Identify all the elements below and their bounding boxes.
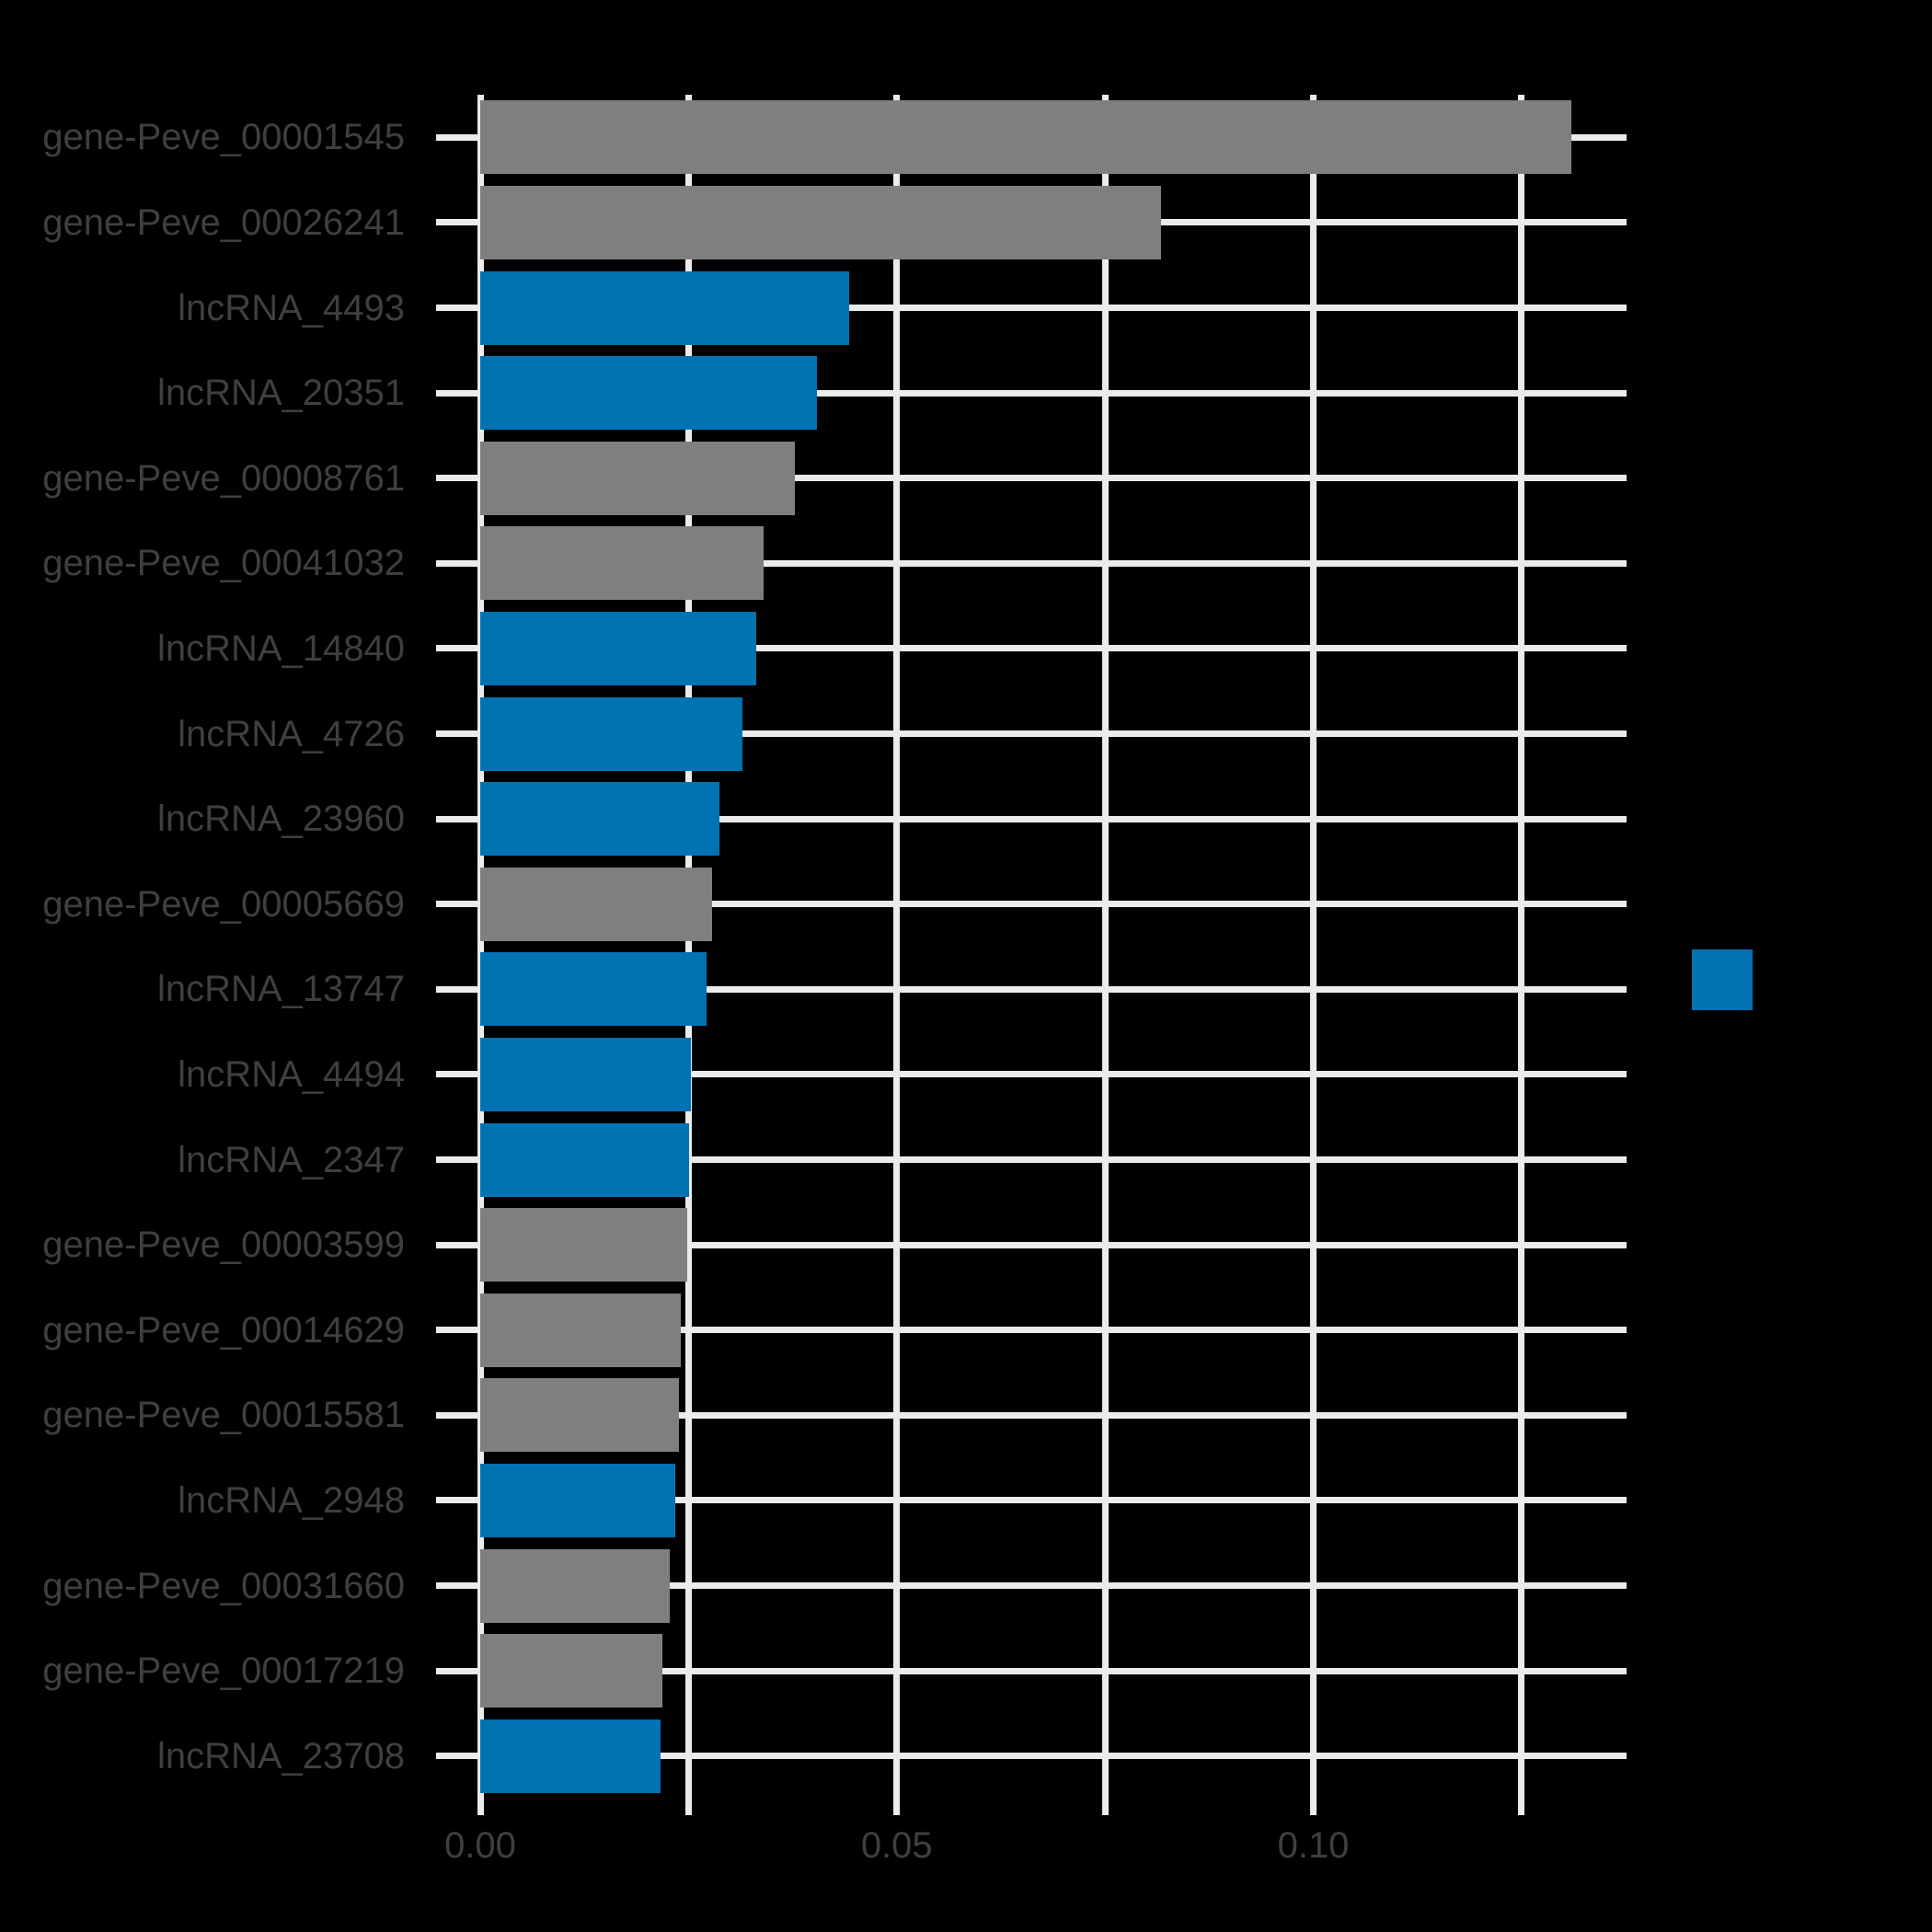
bar-lncRNA_13747: [480, 952, 707, 1027]
x-tick: [477, 1799, 484, 1815]
h-gridline: [480, 1156, 1627, 1163]
h-gridline: [480, 985, 1627, 993]
bar-lncRNA_20351: [480, 356, 817, 431]
y-tick-label: gene-Peve_00017219: [42, 1650, 405, 1692]
x-axis-spine: [477, 95, 484, 1799]
h-gridline: [480, 815, 1627, 822]
bar-lncRNA_23960: [480, 782, 719, 857]
h-gridline: [480, 1667, 1627, 1674]
y-tick-label: lncRNA_13747: [156, 969, 405, 1010]
h-gridline: [480, 1497, 1627, 1504]
bar-lncRNA_23708: [480, 1719, 661, 1793]
bar-gene-Peve_00031660: [480, 1548, 670, 1623]
y-tick-label: lncRNA_4493: [178, 287, 405, 328]
y-tick: [436, 559, 477, 567]
x-tick: [1310, 1799, 1317, 1815]
y-tick-label: lncRNA_4726: [178, 713, 405, 754]
bar-gene-Peve_00005669: [480, 867, 712, 941]
y-tick-label: lncRNA_2948: [178, 1479, 405, 1521]
y-tick-label: gene-Peve_00001545: [42, 117, 405, 158]
bar-lncRNA_2948: [480, 1463, 675, 1537]
h-gridline: [480, 730, 1627, 737]
y-tick-label: lncRNA_14840: [156, 627, 405, 669]
h-gridline: [480, 1753, 1627, 1760]
y-tick: [436, 985, 477, 993]
y-tick-label: gene-Peve_00014629: [42, 1309, 405, 1351]
h-gridline: [480, 559, 1627, 567]
bar-lncRNA_2347: [480, 1122, 690, 1197]
y-tick: [436, 1327, 477, 1334]
h-gridline: [480, 1241, 1627, 1248]
y-tick: [436, 1667, 477, 1674]
bar-gene-Peve_00003599: [480, 1208, 687, 1282]
h-gridline: [480, 645, 1627, 652]
v-gridline: [893, 95, 901, 1799]
y-tick: [436, 1071, 477, 1078]
y-tick: [436, 815, 477, 822]
bar-gene-Peve_00001545: [480, 100, 1572, 175]
y-tick-label: gene-Peve_00041032: [42, 543, 405, 584]
y-tick: [436, 1241, 477, 1248]
bar-lncRNA_4493: [480, 270, 850, 345]
y-tick-label: lncRNA_4494: [178, 1053, 405, 1095]
y-tick: [436, 133, 477, 141]
y-tick: [436, 1753, 477, 1760]
y-tick: [436, 1497, 477, 1504]
y-tick-label: gene-Peve_00008761: [42, 457, 405, 499]
y-tick-label: lncRNA_23960: [156, 799, 405, 840]
y-tick: [436, 1411, 477, 1419]
v-gridline: [1518, 95, 1525, 1799]
bar-gene-Peve_00026241: [480, 185, 1161, 259]
h-gridline: [480, 389, 1627, 397]
x-tick-label: 0.00: [444, 1825, 516, 1866]
y-tick: [436, 389, 477, 397]
v-gridline: [684, 95, 692, 1799]
bar-gene-Peve_00008761: [480, 441, 796, 515]
y-tick: [436, 219, 477, 226]
y-tick-label: lncRNA_23708: [156, 1735, 405, 1777]
y-tick-label: gene-Peve_00003599: [42, 1225, 405, 1266]
h-gridline: [480, 1327, 1627, 1334]
h-gridline: [480, 1582, 1627, 1589]
x-tick: [1101, 1799, 1109, 1815]
bar-lncRNA_4726: [480, 696, 743, 771]
x-tick: [1518, 1799, 1525, 1815]
x-tick: [893, 1799, 901, 1815]
y-tick: [436, 305, 477, 311]
v-gridline: [1310, 95, 1317, 1799]
y-tick-label: gene-Peve_00026241: [42, 201, 405, 243]
bar-gene-Peve_00014629: [480, 1293, 682, 1367]
y-tick-label: gene-Peve_00005669: [42, 883, 405, 925]
y-tick: [436, 901, 477, 908]
y-tick-label: gene-Peve_00015581: [42, 1395, 405, 1436]
x-tick-label: 0.10: [1277, 1825, 1350, 1866]
bar-gene-Peve_00015581: [480, 1378, 679, 1453]
y-tick-label: gene-Peve_00031660: [42, 1565, 405, 1606]
v-gridline: [1101, 95, 1109, 1799]
y-tick: [436, 730, 477, 737]
y-tick: [436, 1582, 477, 1589]
bar-gene-Peve_00017219: [480, 1634, 663, 1708]
bar-lncRNA_14840: [480, 611, 756, 685]
x-tick-label: 0.05: [860, 1825, 933, 1866]
y-tick: [436, 645, 477, 652]
h-gridline: [480, 1071, 1627, 1078]
bar-lncRNA_4494: [480, 1037, 692, 1111]
x-tick: [684, 1799, 692, 1815]
bar-gene-Peve_00041032: [480, 526, 764, 601]
legend-swatch: [1692, 949, 1753, 1010]
y-tick: [436, 1156, 477, 1163]
y-tick-label: lncRNA_2347: [178, 1139, 405, 1180]
h-gridline: [480, 305, 1627, 311]
y-tick-label: lncRNA_20351: [156, 373, 405, 414]
h-gridline: [480, 475, 1627, 482]
y-tick: [436, 475, 477, 482]
h-gridline: [480, 901, 1627, 908]
h-gridline: [480, 1411, 1627, 1419]
